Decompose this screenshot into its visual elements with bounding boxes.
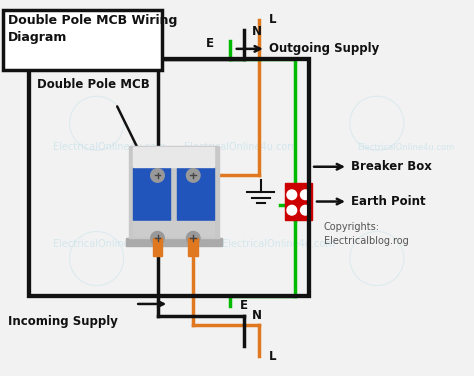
Circle shape — [301, 190, 310, 200]
Bar — [126, 238, 222, 246]
Bar — [133, 221, 214, 236]
Bar — [177, 167, 214, 220]
Bar — [153, 238, 162, 256]
Bar — [29, 59, 309, 296]
Text: N: N — [252, 25, 262, 38]
Text: L: L — [269, 350, 276, 362]
Circle shape — [287, 205, 297, 215]
Text: Breaker Box: Breaker Box — [351, 160, 432, 173]
Text: ElectricalOnline4u.com: ElectricalOnline4u.com — [53, 143, 166, 152]
Text: Earth Point: Earth Point — [351, 195, 425, 208]
Text: ElectricalOnline4u.com: ElectricalOnline4u.com — [357, 143, 455, 152]
Bar — [3, 10, 162, 70]
Text: ElectricalOnline4u.com: ElectricalOnline4u.com — [222, 239, 335, 249]
Text: Outgoing Supply: Outgoing Supply — [269, 42, 379, 55]
Text: ElectricalOnline4u.com: ElectricalOnline4u.com — [183, 143, 296, 152]
Text: Double Pole MCB Wiring
Diagram: Double Pole MCB Wiring Diagram — [8, 14, 177, 44]
Text: E: E — [240, 299, 247, 312]
Bar — [29, 59, 309, 296]
Bar — [285, 183, 312, 220]
Circle shape — [186, 169, 200, 182]
Text: N: N — [252, 309, 262, 322]
Bar — [128, 146, 219, 238]
Text: L: L — [269, 14, 276, 26]
Text: ElectricalOnline4u.com: ElectricalOnline4u.com — [53, 239, 166, 249]
Circle shape — [151, 232, 164, 245]
Bar — [189, 238, 198, 256]
Circle shape — [301, 205, 310, 215]
Text: Double Pole MCB: Double Pole MCB — [36, 78, 149, 91]
Text: E: E — [206, 36, 214, 50]
Circle shape — [287, 190, 297, 200]
Circle shape — [186, 232, 200, 245]
Bar — [133, 167, 170, 220]
Bar — [133, 147, 214, 167]
Circle shape — [151, 169, 164, 182]
Text: Copyrights:
Electricalblog.rog: Copyrights: Electricalblog.rog — [324, 222, 409, 246]
Text: Incoming Supply: Incoming Supply — [8, 315, 118, 328]
